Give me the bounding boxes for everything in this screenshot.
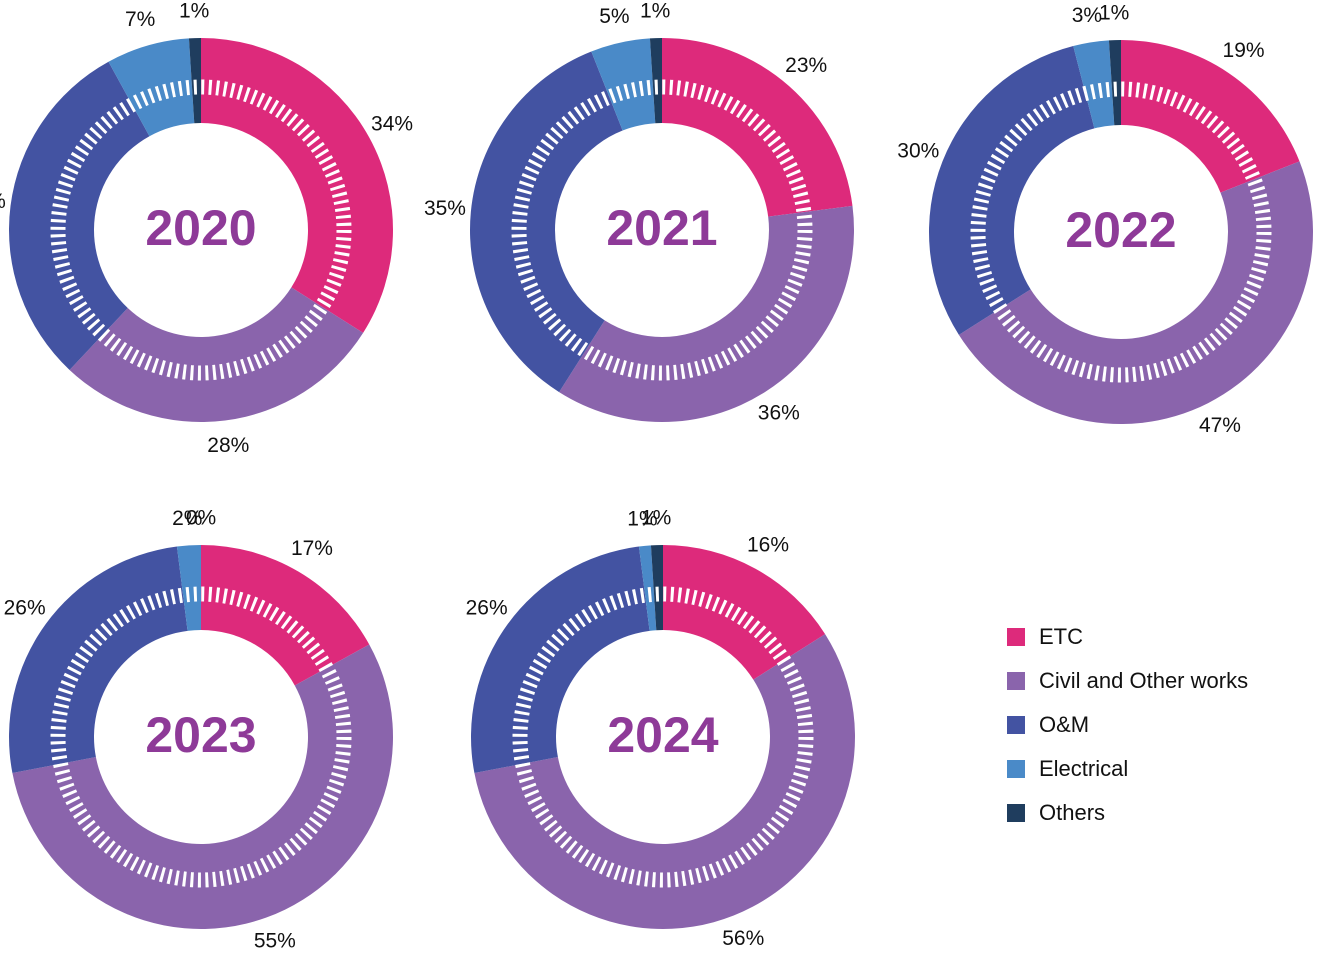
donut-slice xyxy=(929,46,1095,335)
legend-label: O&M xyxy=(1039,712,1089,737)
donut-slice xyxy=(1073,40,1115,129)
chart-title: 2021 xyxy=(606,200,717,256)
donut-slice xyxy=(201,38,394,333)
tick-ring xyxy=(50,586,352,888)
donut-slice xyxy=(474,634,855,929)
tick-ring xyxy=(511,79,813,381)
legend-label: Electrical xyxy=(1039,756,1128,781)
legend-swatch xyxy=(1007,804,1025,822)
value-label: 30% xyxy=(897,139,939,162)
value-label: 1% xyxy=(640,0,670,23)
legend-label: ETC xyxy=(1039,624,1083,649)
legend-label: Others xyxy=(1039,800,1105,825)
value-label: 1% xyxy=(179,0,209,23)
value-label: 1% xyxy=(627,508,657,531)
legend-swatch xyxy=(1007,628,1025,646)
donut-slice xyxy=(1121,40,1300,193)
donut-slice xyxy=(176,545,201,631)
value-label: 0% xyxy=(186,507,216,530)
tick-ring xyxy=(50,79,352,381)
value-label: 23% xyxy=(785,54,827,77)
donut-slice xyxy=(201,545,370,686)
value-label: 3% xyxy=(1072,4,1102,27)
donut-slice xyxy=(591,38,656,131)
value-label: 34% xyxy=(371,113,413,136)
value-label: 17% xyxy=(291,537,333,560)
value-label: 47% xyxy=(1199,414,1241,437)
value-label: 55% xyxy=(254,930,296,953)
donut-slice xyxy=(470,51,623,393)
value-label: 1% xyxy=(1099,2,1129,25)
legend-label: Civil and Other works xyxy=(1039,668,1248,693)
value-label: 28% xyxy=(207,434,249,457)
chart-title: 2023 xyxy=(145,707,256,763)
value-label: 35% xyxy=(424,197,466,220)
value-label: 1% xyxy=(641,507,671,530)
value-label: 26% xyxy=(466,596,508,619)
donut-slice xyxy=(638,545,657,631)
value-label: 36% xyxy=(758,402,800,425)
value-label: 16% xyxy=(747,534,789,557)
value-label: 26% xyxy=(4,596,46,619)
value-label: 19% xyxy=(1223,39,1265,62)
legend-swatch xyxy=(1007,716,1025,734)
tick-ring xyxy=(970,81,1272,383)
chart-title: 2020 xyxy=(145,200,256,256)
legend-swatch xyxy=(1007,672,1025,690)
chart-title: 2024 xyxy=(607,707,718,763)
legend-swatch xyxy=(1007,760,1025,778)
value-label: 56% xyxy=(722,927,764,950)
donut-slice xyxy=(69,287,364,423)
donut-slice xyxy=(559,205,854,422)
value-label: 2% xyxy=(172,507,202,530)
value-label: 7% xyxy=(125,8,155,31)
tick-ring xyxy=(512,586,814,888)
donut-slice xyxy=(12,644,393,929)
value-label: 30% xyxy=(0,190,6,213)
chart-title: 2022 xyxy=(1065,202,1176,258)
donut-slice xyxy=(108,38,195,137)
donut-slice xyxy=(8,61,150,370)
donut-slice xyxy=(663,545,826,680)
value-label: 5% xyxy=(599,5,629,28)
